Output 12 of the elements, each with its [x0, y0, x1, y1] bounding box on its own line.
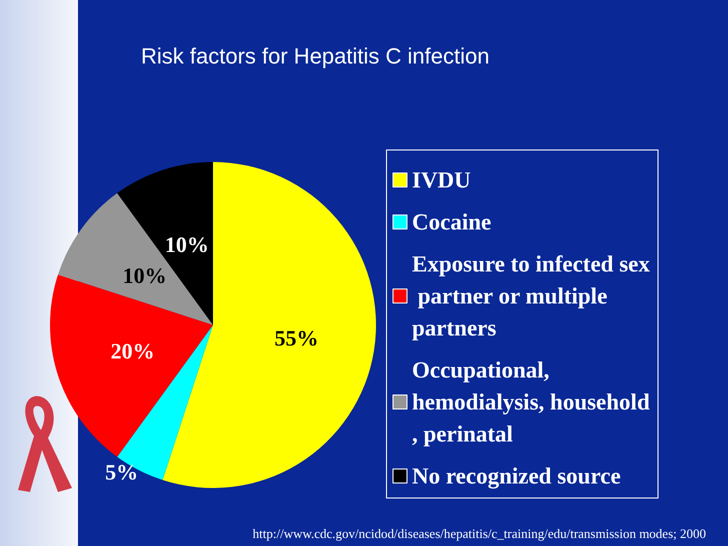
data-label: 5%: [105, 460, 138, 485]
legend-label: IVDU: [412, 168, 472, 192]
text: http://www.cdc.gov/ncidod/diseases/hepatitis/c_training/edu/transmission modes; 2000: [252, 526, 706, 541]
data-label: 10%: [122, 262, 167, 288]
data-label: 55%: [274, 326, 318, 351]
data-label: 10%: [164, 232, 209, 258]
legend-label: No recognized source: [412, 464, 621, 490]
legend-label: Exposure to infected sex partner or multiple partners: [412, 252, 650, 340]
data-label: 20%: [110, 338, 155, 364]
legend-label: Occupational, hemodialysis, household, perinatal: [412, 358, 650, 446]
legend-label: Cocaine: [412, 210, 492, 234]
chart-title: Risk factors for Hepatitis C infection: [141, 44, 490, 68]
